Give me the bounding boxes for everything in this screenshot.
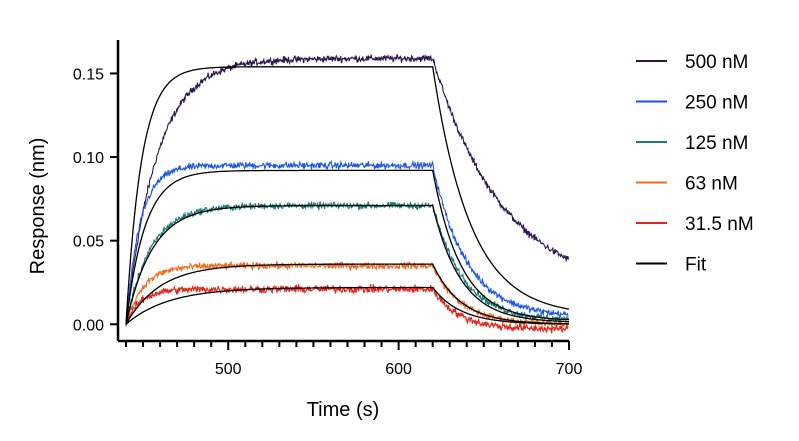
plot-area: [125, 53, 570, 334]
legend-item: 63 nM: [636, 174, 738, 195]
legend-label: 250 nM: [685, 93, 748, 114]
x-axis: 500 600 700: [118, 339, 583, 378]
x-tick-label: 600: [385, 361, 412, 378]
legend-item: 125 nM: [636, 133, 748, 154]
legend-label: 125 nM: [685, 133, 748, 154]
fit-curve-3: [125, 204, 569, 325]
legend-item: 500 nM: [636, 52, 748, 73]
series-line-125-nm: [125, 201, 570, 323]
y-tick-label: 0.10: [73, 150, 104, 167]
legend-item: 31.5 nM: [636, 214, 754, 235]
x-axis-title: Time (s): [307, 399, 380, 421]
fit-curve-2: [125, 169, 570, 325]
fit-curve-5: [125, 286, 569, 325]
legend-label: Fit: [685, 255, 707, 276]
legend-label: 31.5 nM: [685, 214, 754, 235]
y-tick-label: 0.00: [73, 317, 104, 334]
legend-item: Fit: [636, 255, 707, 276]
legend-item: 250 nM: [636, 93, 748, 114]
legend: 500 nM 250 nM 125 nM 63 nM 31.5 nM Fit: [636, 52, 754, 276]
legend-label: 63 nM: [685, 174, 738, 195]
series-line-250-nm: [125, 159, 569, 326]
series-line-31-5-nm: [125, 283, 569, 334]
series-line-500-nm: [125, 53, 570, 325]
series-line-63-nm: [125, 260, 570, 330]
x-tick-label: 500: [215, 361, 242, 378]
fit-curve-1: [125, 66, 570, 325]
y-tick-label: 0.15: [73, 66, 104, 83]
y-tick-label: 0.05: [73, 234, 104, 251]
y-axis: 0.00 0.05 0.10 0.15: [73, 40, 120, 341]
legend-label: 500 nM: [685, 52, 748, 73]
x-tick-label: 700: [556, 361, 583, 378]
y-axis-title: Response (nm): [27, 138, 49, 275]
fit-curve-4: [125, 263, 569, 325]
